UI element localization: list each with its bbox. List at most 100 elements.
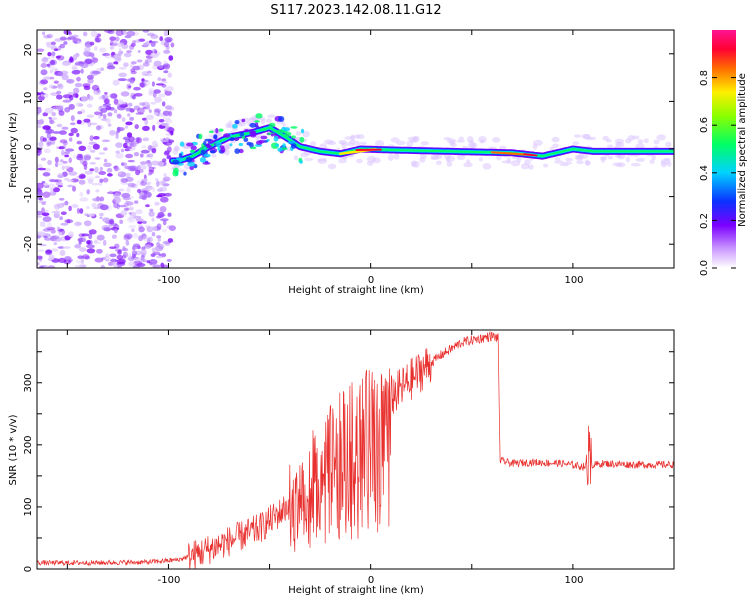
noise-blob [109,46,115,50]
noise-blob [92,70,101,75]
noise-blob [143,137,150,142]
noise-blob [145,114,155,121]
noise-blob [86,244,95,249]
halo-blob [591,136,596,140]
noise-blob [69,122,76,126]
snr-ticks [37,330,675,570]
colorbar-tick-label: 0.2 [699,213,710,229]
noise-blob [147,172,152,176]
noise-blob [56,226,61,231]
halo-blob [456,153,466,161]
noise-blob [59,43,66,49]
noise-blob [37,210,43,216]
spectrogram-y-tick-label: 0 [23,144,34,150]
noise-blob [44,107,54,114]
halo-blob [551,136,560,143]
noise-blob [66,78,75,84]
noise-blob [82,254,90,260]
noise-blob [151,232,156,237]
snr-panel: -100 0 100 0 100 200 300 Height of strai… [8,329,675,596]
noise-blob [50,179,59,183]
noise-blob [103,103,112,106]
noise-blob [105,105,112,111]
ridge-blob [238,142,243,147]
halo-blob [565,157,573,162]
noise-blob [121,117,126,122]
noise-blob [106,65,116,70]
noise-blob [109,129,116,136]
noise-blob [78,240,82,245]
noise-blob [112,222,118,227]
noise-blob [153,112,159,115]
noise-blob [74,54,79,59]
spectrogram-image [37,30,674,268]
noise-blob [127,102,133,107]
halo-blob [573,134,581,138]
noise-blob [110,40,114,46]
noise-blob [46,226,56,231]
noise-blob [61,165,65,170]
noise-blob [67,184,74,188]
noise-blob [48,116,52,120]
noise-blob [52,187,61,193]
noise-blob [42,56,48,62]
spectrogram-y-tick-label: 10 [23,92,34,105]
noise-blob [86,95,94,101]
noise-blob [147,70,152,74]
noise-blob [74,82,83,88]
noise-blob [99,204,109,211]
noise-blob [48,254,55,261]
noise-blob [109,246,117,249]
noise-blob [115,56,122,62]
noise-blob [78,145,87,151]
noise-blob [57,174,65,178]
noise-blob [167,106,175,111]
noise-blob [46,63,51,67]
halo-blob [409,139,415,143]
noise-blob [117,265,122,268]
noise-blob [79,191,84,197]
noise-blob [126,132,133,138]
noise-blob [64,151,70,155]
noise-blob [122,136,130,141]
ridge-blob [177,162,184,166]
ridge-blob [273,135,279,142]
noise-blob [102,113,107,120]
noise-blob [153,60,162,67]
noise-blob [114,56,122,63]
noise-blob [54,179,63,183]
halo-blob [520,163,530,170]
noise-blob [154,144,159,147]
noise-blob [129,165,138,172]
noise-blob [148,259,158,265]
halo-blob [412,160,420,168]
noise-blob [167,238,174,243]
noise-blob [98,113,102,120]
noise-blob [53,80,59,84]
halo-blob [322,157,327,162]
ridge-blob [238,148,244,154]
noise-blob [152,92,157,98]
noise-blob [50,92,59,96]
halo-blob [578,152,584,160]
noise-blob [142,235,150,242]
noise-blob [135,137,140,143]
noise-blob [47,141,52,147]
halo-blob [576,160,584,165]
noise-blob [78,175,83,180]
halo-blob [433,154,439,161]
noise-blob [57,71,64,77]
halo-blob [607,155,614,160]
noise-blob [148,109,152,113]
noise-blob [107,30,115,35]
noise-blob [132,265,141,268]
noise-blob [129,116,135,121]
ridge-blob [218,128,224,132]
noise-blob [93,46,98,51]
halo-blob [302,130,310,138]
ridge-blob [219,145,225,149]
noise-blob [63,41,68,45]
noise-blob [68,57,75,63]
halo-blob [528,164,534,170]
noise-blob [68,231,74,238]
